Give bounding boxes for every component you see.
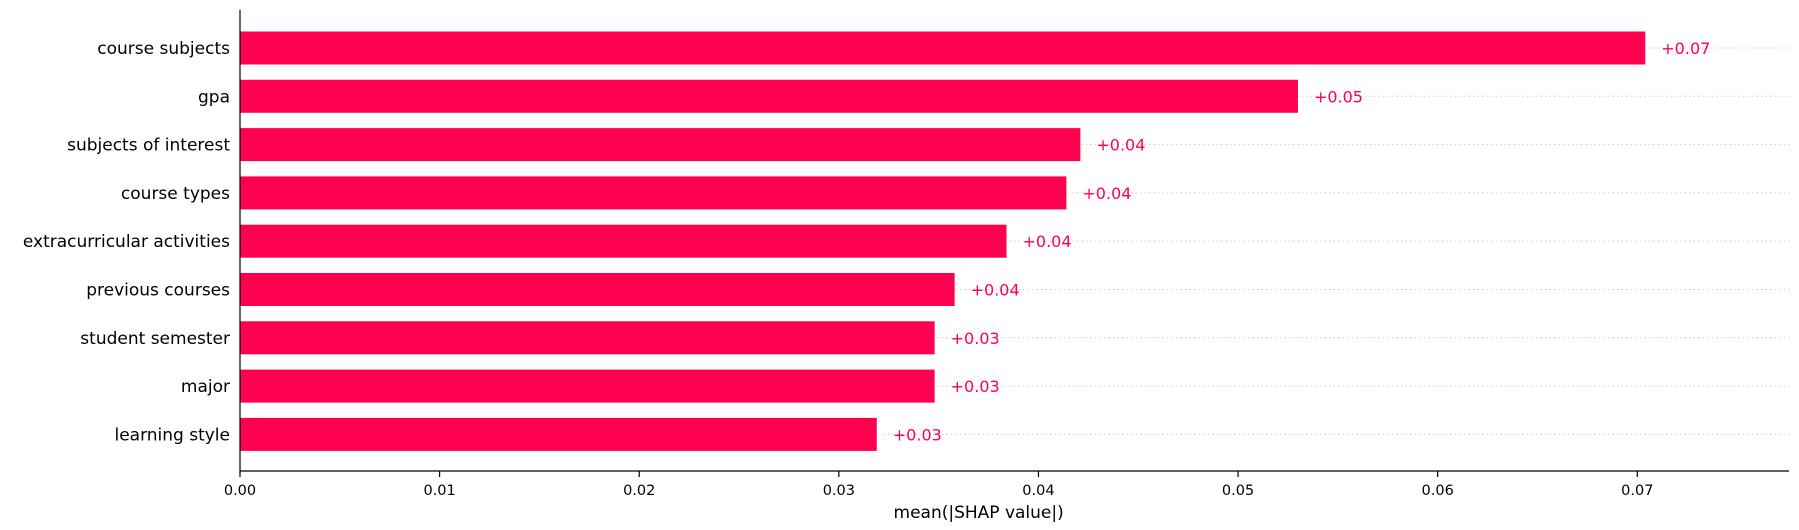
x-tick-label: 0.02 [623, 483, 655, 499]
category-label: extracurricular activities [23, 232, 230, 252]
x-tick-label: 0.07 [1621, 483, 1653, 499]
bars [240, 31, 1646, 451]
x-ticks: 0.00 0.01 0.02 0.03 0.04 0.05 0.06 0.07 [224, 471, 1653, 499]
bar-major [240, 369, 935, 403]
bar-student-semester [240, 321, 935, 355]
value-labels: +0.07 +0.05 +0.04 +0.04 +0.04 +0.04 +0.03 +0.03… [893, 39, 1711, 444]
value-label: +0.03 [893, 425, 942, 444]
bar-course-types [240, 176, 1067, 210]
category-label: gpa [198, 87, 230, 107]
category-labels: course subjects gpa subjects of interest co… [23, 39, 230, 445]
x-axis-label: mean(|SHAP value|) [894, 503, 1064, 523]
category-label: major [181, 377, 230, 397]
x-tick-label: 0.04 [1022, 483, 1054, 499]
category-label: course types [121, 184, 230, 204]
category-label: previous courses [86, 281, 230, 301]
bar-subjects-of-interest [240, 128, 1081, 162]
bar-course-subjects [240, 31, 1646, 65]
category-label: learning style [114, 425, 230, 445]
bar-gpa [240, 79, 1298, 113]
x-tick-label: 0.03 [823, 483, 855, 499]
bar-extracurricular-activities [240, 224, 1007, 258]
bar-previous-courses [240, 273, 955, 306]
x-tick-label: 0.01 [423, 483, 455, 499]
bar-learning-style [240, 417, 877, 451]
axes [239, 10, 1789, 472]
value-label: +0.04 [1023, 232, 1072, 251]
value-label: +0.03 [951, 377, 1000, 396]
value-label: +0.04 [1096, 136, 1145, 155]
value-label: +0.05 [1314, 87, 1363, 106]
x-tick-label: 0.00 [224, 483, 256, 499]
value-label: +0.04 [971, 281, 1020, 300]
category-label: course subjects [97, 39, 230, 59]
value-label: +0.07 [1661, 39, 1710, 58]
category-label: subjects of interest [67, 136, 230, 156]
x-tick-label: 0.06 [1422, 483, 1454, 499]
value-label: +0.04 [1082, 184, 1131, 203]
category-label: student semester [80, 329, 230, 349]
x-tick-label: 0.05 [1222, 483, 1254, 499]
value-label: +0.03 [951, 329, 1000, 348]
